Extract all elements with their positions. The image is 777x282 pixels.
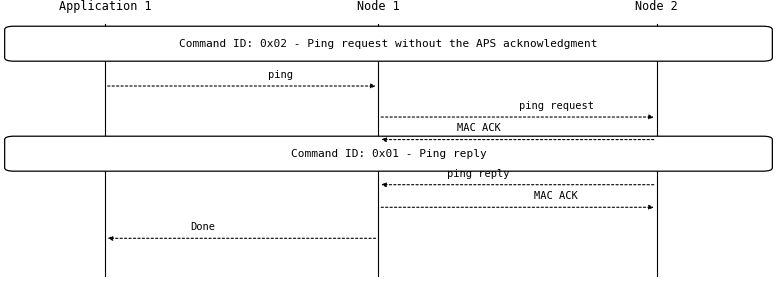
Text: Node 2: Node 2 <box>635 0 678 13</box>
Text: ping request: ping request <box>519 101 594 111</box>
Text: Done: Done <box>190 222 215 232</box>
FancyBboxPatch shape <box>5 136 772 171</box>
Text: Command ID: 0x01 - Ping reply: Command ID: 0x01 - Ping reply <box>291 149 486 159</box>
Text: Command ID: 0x02 - Ping request without the APS acknowledgment: Command ID: 0x02 - Ping request without … <box>179 39 598 49</box>
Text: MAC ACK: MAC ACK <box>457 124 500 133</box>
Text: ping reply: ping reply <box>448 169 510 179</box>
Text: MAC ACK: MAC ACK <box>535 191 578 201</box>
Text: Application 1: Application 1 <box>58 0 152 13</box>
Text: Node 1: Node 1 <box>357 0 400 13</box>
Text: ping: ping <box>268 70 293 80</box>
FancyBboxPatch shape <box>5 26 772 61</box>
